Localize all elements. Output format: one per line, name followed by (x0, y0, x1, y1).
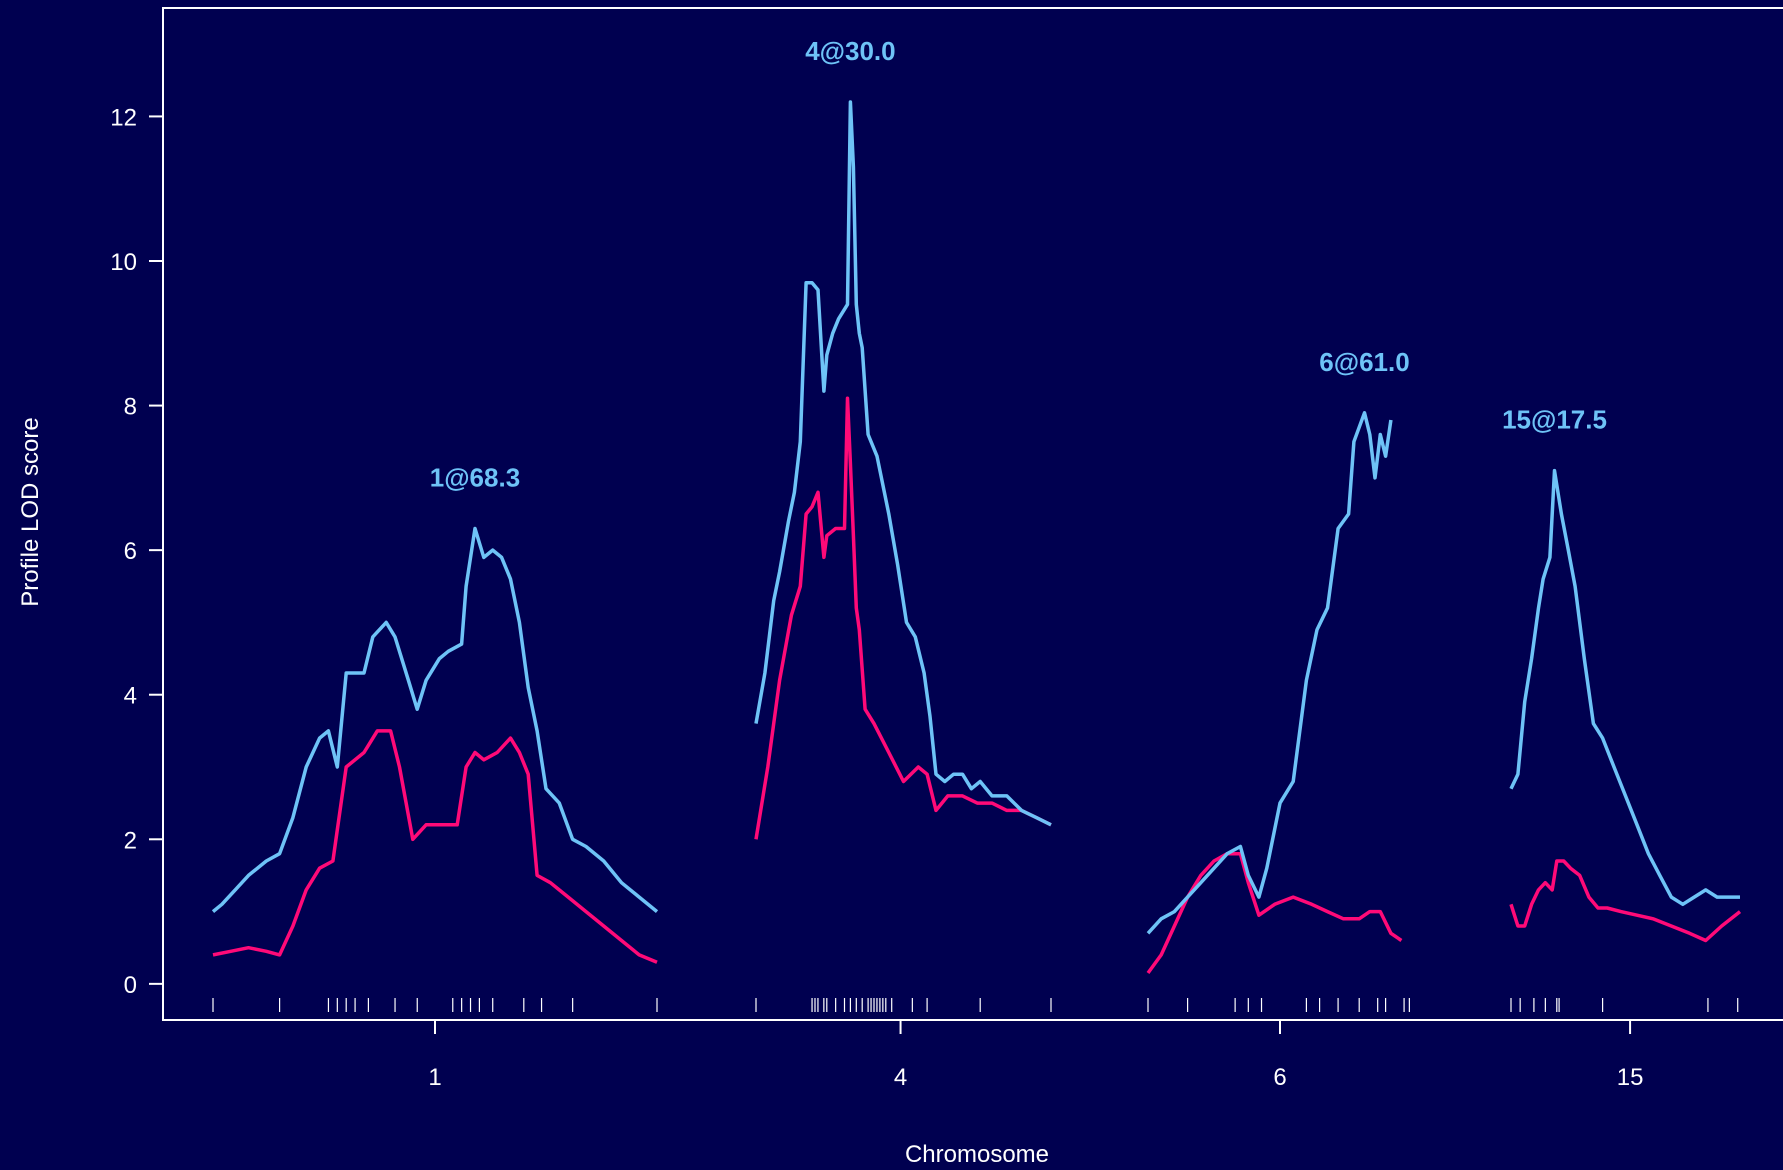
peak-label: 15@17.5 (1502, 405, 1607, 435)
x-axis-title: Chromosome (905, 1141, 1049, 1168)
series-a-lines (211, 100, 1740, 935)
y-tick-label: 4 (124, 683, 137, 710)
peak-label: 4@30.0 (805, 36, 895, 66)
plot-frame (162, 7, 1783, 1021)
peak-labels: 1@68.3 4@30.0 6@61.0 15@17.5 (430, 36, 1607, 492)
series-b-line (1509, 859, 1742, 943)
x-axis: 1 4 6 15 (428, 1020, 1643, 1091)
x-tick-label: 15 (1617, 1064, 1644, 1091)
x-tick-label: 4 (894, 1064, 907, 1091)
series-b-lines (212, 396, 1742, 975)
x-tick-label: 6 (1273, 1064, 1286, 1091)
y-tick-label: 0 (124, 972, 137, 999)
series-a-line (1146, 411, 1393, 935)
y-axis: 0 2 4 6 8 10 12 (110, 104, 163, 999)
series-a-line (1509, 468, 1740, 907)
y-tick-label: 12 (110, 104, 137, 131)
peak-label: 6@61.0 (1319, 347, 1409, 377)
peak-label: 1@68.3 (430, 462, 520, 492)
plot-border (162, 7, 1783, 1021)
series-b-line (754, 396, 1052, 840)
series-a-line (754, 100, 1052, 827)
marker-ticks (212, 998, 1739, 1012)
x-tick-label: 1 (428, 1064, 441, 1091)
y-tick-label: 6 (124, 538, 137, 565)
y-tick-label: 2 (124, 827, 137, 854)
y-tick-label: 8 (124, 394, 137, 421)
series-b-line (212, 729, 658, 964)
y-axis-title: Profile LOD score (17, 417, 44, 606)
series-a-line (211, 526, 659, 913)
y-tick-label: 10 (110, 249, 137, 276)
